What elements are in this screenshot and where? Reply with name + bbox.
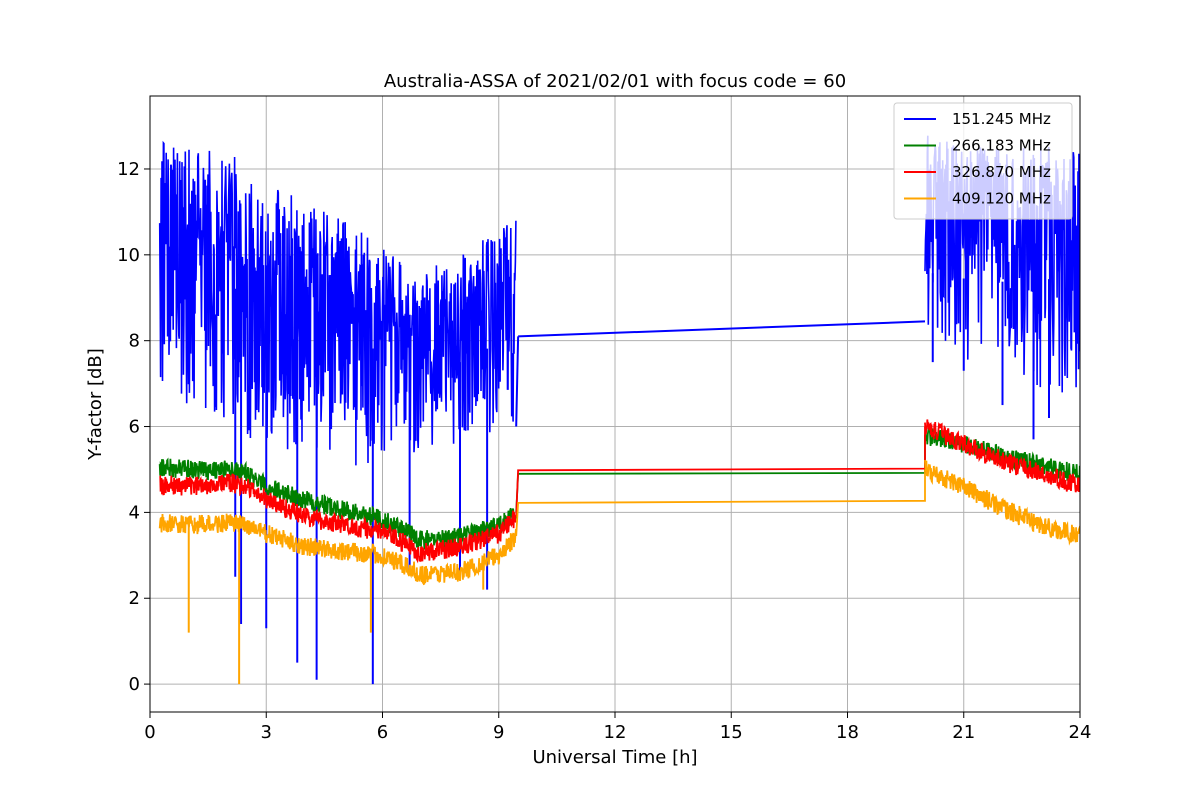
series-gap-line	[515, 469, 926, 537]
y-tick-label: 4	[129, 502, 140, 523]
x-tick-label: 18	[836, 722, 859, 743]
series-line	[924, 419, 1080, 493]
series-3	[158, 459, 1080, 685]
x-tick-label: 9	[493, 722, 504, 743]
legend: 151.245 MHz 266.183 MHz 326.870 MHz 409.120…	[893, 102, 1073, 220]
y-tick-label: 6	[129, 417, 140, 438]
y-tick-label: 8	[129, 331, 140, 352]
x-tick-label: 24	[1069, 722, 1092, 743]
y-tick-label: 12	[117, 159, 140, 180]
x-tick-label: 0	[144, 722, 155, 743]
y-tick-label: 0	[129, 674, 140, 695]
x-tick-label: 6	[377, 722, 388, 743]
x-tick-label: 12	[604, 722, 627, 743]
chart-title: Australia-ASSA of 2021/02/01 with focus …	[384, 71, 846, 92]
y-tick-label: 10	[117, 245, 140, 266]
legend-box	[893, 102, 1073, 220]
series-line	[158, 457, 517, 550]
series-line-noisy	[158, 140, 517, 466]
series-layer	[158, 135, 1080, 685]
series-line	[158, 513, 517, 586]
series-gap-line	[515, 426, 926, 517]
legend-label: 151.245 MHz	[952, 110, 1051, 128]
legend-label: 266.183 MHz	[952, 137, 1051, 155]
legend-label: 326.870 MHz	[952, 163, 1051, 181]
legend-label: 409.120 MHz	[952, 190, 1051, 208]
y-tick-label: 2	[129, 588, 140, 609]
x-tick-label: 3	[261, 722, 272, 743]
series-line	[924, 459, 1080, 546]
series-2	[159, 419, 1080, 564]
y-axis-label: Y-factor [dB]	[85, 348, 106, 461]
series-connector	[515, 336, 520, 427]
x-tick-label: 15	[720, 722, 743, 743]
series-gap-line	[518, 320, 926, 338]
x-axis-label: Universal Time [h]	[532, 747, 697, 768]
series-line	[159, 473, 517, 564]
x-tick-label: 21	[952, 722, 975, 743]
